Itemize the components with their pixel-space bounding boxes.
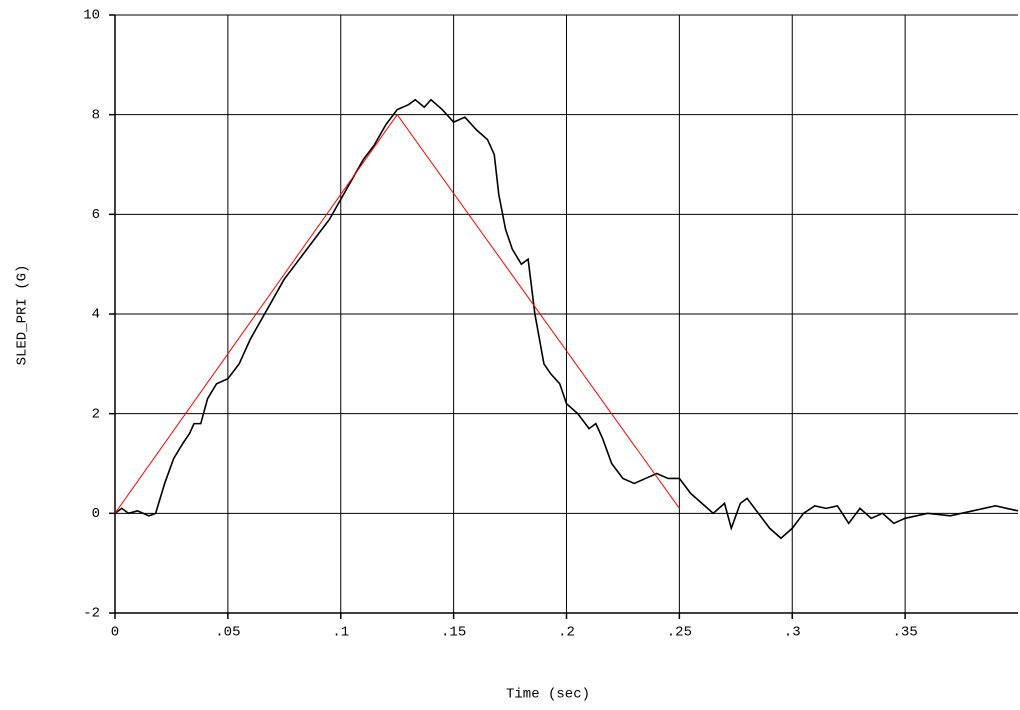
y-axis-title: SLED_PRI (G) <box>15 265 31 366</box>
x-tick-label: .05 <box>215 625 240 641</box>
y-tick-label: 2 <box>92 406 100 422</box>
y-tick-label: 4 <box>92 307 100 323</box>
y-tick-label: 10 <box>83 8 100 24</box>
y-tick-label: 0 <box>92 506 100 522</box>
x-tick-label: .2 <box>558 625 575 641</box>
x-tick-label: 0 <box>111 625 119 641</box>
y-tick-label: 6 <box>92 207 100 223</box>
x-tick-label: .3 <box>784 625 801 641</box>
y-tick-label: 8 <box>92 107 100 123</box>
x-tick-label: .35 <box>893 625 918 641</box>
x-tick-label: .1 <box>332 625 349 641</box>
x-axis-title: Time (sec) <box>506 687 590 703</box>
data-line <box>114 113 680 514</box>
x-tick-label: .15 <box>441 625 466 641</box>
data-line <box>114 98 1019 540</box>
y-tick-label: -2 <box>83 606 100 622</box>
x-tick-label: .25 <box>667 625 692 641</box>
